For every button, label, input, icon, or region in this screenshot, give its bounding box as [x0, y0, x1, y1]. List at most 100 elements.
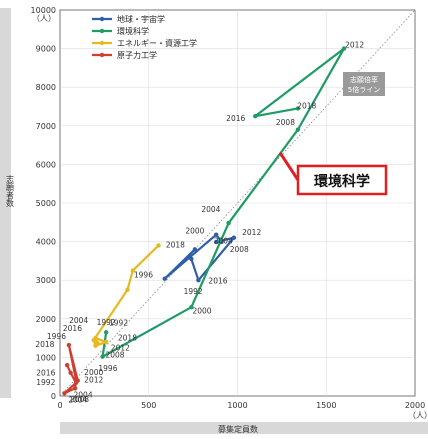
legend-marker	[99, 16, 105, 22]
data-point	[103, 339, 109, 345]
data-point	[226, 220, 231, 226]
y-axis-unit: （人）	[32, 14, 56, 23]
series-1	[100, 46, 347, 359]
y-tick-label: 5000	[36, 199, 56, 208]
data-label: 2004	[69, 316, 88, 325]
data-label: 2004	[201, 205, 220, 214]
x-axis-unit: （人）	[408, 411, 428, 420]
y-tick-label: 0	[51, 392, 56, 401]
series-line	[163, 233, 236, 282]
data-label: 1996	[47, 332, 66, 341]
data-point	[73, 380, 79, 386]
data-point	[341, 46, 347, 51]
legend-label: 地球・宇宙学	[117, 14, 165, 24]
data-point	[295, 106, 301, 111]
reference-line-label-1: 志願倍率	[350, 75, 378, 84]
data-label: 1992	[97, 318, 116, 327]
y-tick-label: 7000	[36, 122, 56, 131]
data-label: 2008	[276, 118, 295, 127]
data-point	[189, 305, 194, 310]
data-point	[196, 278, 201, 283]
y-tick-label: 2000	[36, 315, 56, 324]
data-point	[72, 386, 78, 391]
data-point	[93, 335, 98, 341]
data-label: 2012	[111, 343, 130, 352]
legend-item: 原子力工学	[92, 50, 157, 60]
y-axis-title: 志願者数	[6, 174, 15, 208]
data-point	[156, 243, 161, 248]
x-tick-label: 1500	[316, 401, 336, 410]
annotation-text: 環境科学	[314, 173, 370, 190]
series-3	[62, 342, 80, 396]
data-label: 2018	[35, 340, 54, 349]
reference-line-label-2: 5倍ライン	[348, 85, 380, 94]
data-point	[100, 354, 105, 359]
data-label: 2018	[297, 101, 316, 110]
x-tick-label: 2000	[405, 401, 425, 410]
data-label: 2004	[68, 395, 87, 404]
y-tick-label: 4000	[36, 238, 56, 247]
data-point	[73, 377, 79, 382]
point-labels: 1992199620002004200820122016201819921996…	[35, 41, 364, 405]
data-label: 2012	[345, 41, 364, 50]
data-point	[162, 276, 167, 281]
legend-item: 地球・宇宙学	[92, 14, 165, 24]
data-label: 1996	[98, 364, 117, 373]
data-label: 2000	[185, 226, 204, 235]
data-point	[231, 235, 237, 240]
data-point	[64, 362, 70, 368]
legend-marker	[99, 52, 105, 58]
data-label: 2000	[84, 368, 103, 377]
data-label: 2008	[105, 350, 124, 359]
data-point	[125, 287, 130, 293]
data-label: 1996	[134, 270, 153, 279]
annotation-pointer	[278, 151, 300, 181]
annotation-callout: 環境科学	[278, 151, 388, 196]
data-label: 2004	[74, 390, 93, 399]
y-tick-label: 1000	[36, 353, 56, 362]
data-point	[62, 391, 67, 396]
data-point	[253, 113, 258, 119]
series-layer	[62, 46, 347, 396]
reference-line-label-box	[343, 72, 385, 96]
legend-item: エネルギー・資源工学	[92, 38, 197, 48]
data-point	[66, 342, 72, 348]
x-axis-title: 募集定員数	[218, 424, 258, 434]
data-label: 2016	[226, 114, 245, 123]
legend-item: 環境科学	[92, 26, 149, 36]
data-label: 2018	[166, 241, 185, 250]
x-tick-label: 1000	[227, 401, 247, 410]
data-label: 2016	[36, 368, 55, 377]
data-point	[295, 127, 301, 132]
data-point	[214, 232, 219, 237]
data-point	[192, 247, 198, 252]
data-label: 2008	[230, 245, 249, 254]
y-tick-label: 9000	[36, 45, 56, 54]
series-line	[101, 47, 346, 358]
data-point	[130, 268, 135, 273]
data-point	[95, 340, 100, 345]
y-tick-label: 6000	[36, 160, 56, 169]
data-label: 2000	[192, 307, 211, 316]
y-axis-label-bar	[0, 8, 11, 398]
data-label: 1992	[184, 287, 203, 296]
series-2	[91, 243, 161, 349]
data-label: 2012	[84, 375, 103, 384]
annotation-box	[296, 164, 388, 196]
legend-marker	[99, 40, 105, 46]
legend-label: 環境科学	[117, 26, 149, 36]
x-tick-label: 500	[141, 401, 156, 410]
x-axis-label-bar	[60, 422, 428, 434]
y-tick-label: 8000	[36, 83, 56, 92]
data-label: 1992	[36, 378, 55, 387]
y-tick-label: 3000	[36, 276, 56, 285]
data-label: 2012	[242, 228, 261, 237]
axes: 0 1000 2000 3000 4000 5000 6000 7000 8000 9000 100…	[31, 6, 426, 410]
legend-label: 原子力工学	[117, 50, 157, 60]
data-label: 2018	[118, 333, 137, 342]
data-point	[103, 330, 109, 335]
data-point	[68, 370, 73, 376]
